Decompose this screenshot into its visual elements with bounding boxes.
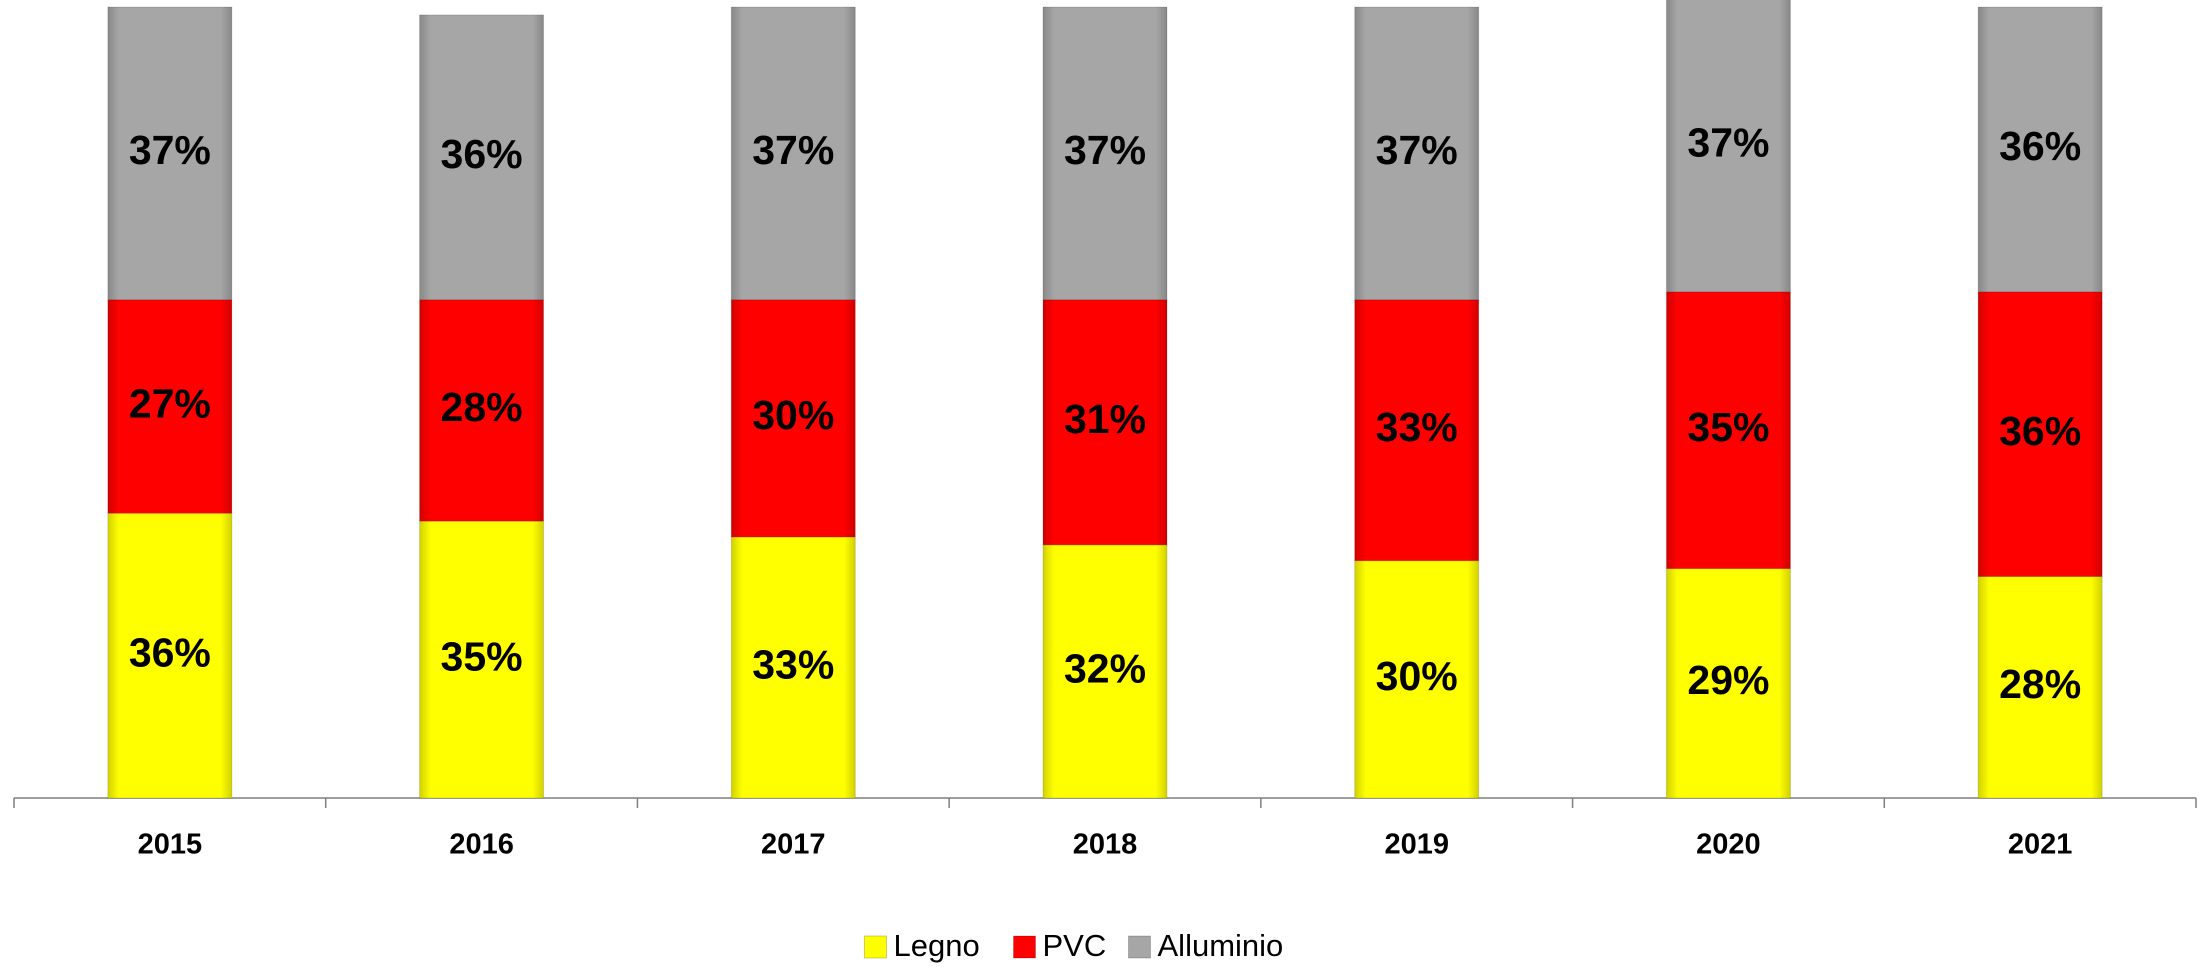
x-tick-label: 2015 (138, 829, 203, 861)
value-label: 28% (1999, 661, 2081, 707)
bar-shade (731, 299, 856, 537)
value-label: 33% (1376, 404, 1458, 450)
value-label: 35% (441, 633, 523, 679)
legend-label: Legno (894, 928, 980, 963)
bar-shade (1666, 0, 1791, 292)
value-label: 27% (129, 380, 211, 426)
bar-shade (107, 513, 232, 798)
value-label: 36% (441, 131, 523, 177)
legend-swatch (1128, 935, 1151, 959)
bar-shade (1354, 7, 1479, 300)
value-label: 37% (129, 127, 211, 173)
bar-shade (419, 521, 544, 798)
bar-shade (1978, 576, 2103, 798)
x-tick-label: 2016 (449, 829, 514, 861)
bar-shade (1043, 544, 1167, 798)
value-label: 37% (1376, 127, 1458, 173)
value-label: 33% (752, 641, 834, 687)
legend-label: Alluminio (1158, 928, 1284, 963)
value-label: 36% (129, 629, 211, 675)
bar-shade (419, 299, 544, 522)
x-tick-label: 2020 (1696, 829, 1761, 861)
bar-shade (731, 7, 856, 300)
value-label: 29% (1687, 657, 1769, 703)
legend-swatch (1013, 935, 1036, 959)
x-tick-label: 2018 (1073, 829, 1138, 861)
bar-shade (107, 299, 232, 514)
x-tick-label: 2019 (1384, 829, 1449, 861)
value-label: 37% (752, 127, 834, 173)
value-label: 35% (1687, 404, 1769, 450)
legend-label: PVC (1043, 928, 1107, 963)
legend-swatch (864, 935, 887, 959)
value-label: 32% (1064, 645, 1146, 691)
bar-shade (1354, 299, 1479, 561)
value-label: 36% (1999, 408, 2081, 454)
bar-shade (731, 536, 856, 798)
value-label: 37% (1064, 127, 1146, 173)
value-label: 30% (1376, 653, 1458, 699)
x-tick-label: 2021 (2008, 829, 2073, 861)
value-label: 28% (441, 384, 523, 430)
bar-shade (1978, 291, 2103, 577)
value-label: 37% (1687, 119, 1769, 165)
bar-shade (1043, 7, 1167, 300)
bar-shade (1666, 291, 1791, 569)
bar-shade (1354, 560, 1479, 798)
x-tick-label: 2017 (761, 829, 826, 861)
value-label: 36% (1999, 123, 2081, 169)
bar-shade (419, 14, 544, 300)
value-label: 31% (1064, 396, 1146, 442)
value-label: 30% (752, 392, 834, 438)
bar-shade (1043, 299, 1167, 545)
bar-shade (1666, 568, 1791, 798)
bar-shade (107, 7, 232, 300)
bar-shade (1978, 7, 2103, 292)
